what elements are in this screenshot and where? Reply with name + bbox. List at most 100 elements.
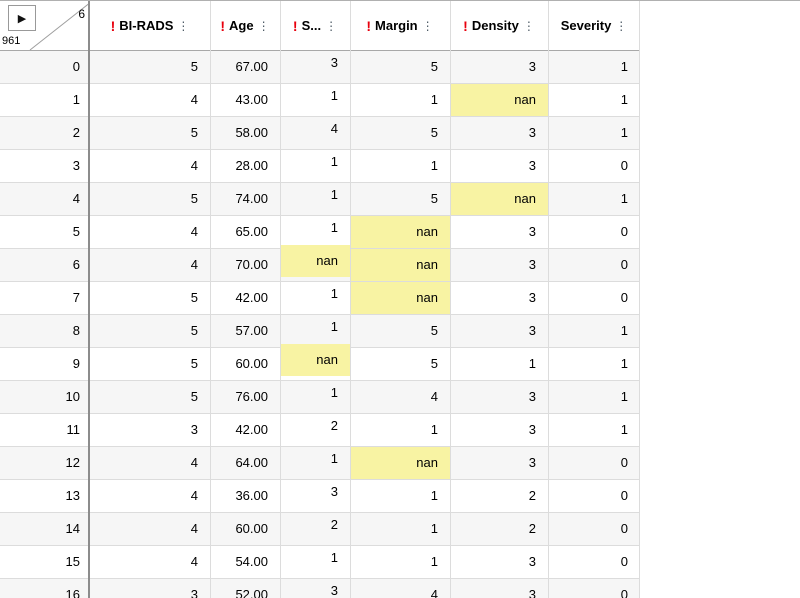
cell-severity[interactable]: 1 (620, 356, 628, 371)
cell-severity[interactable]: 1 (620, 323, 628, 338)
cell-margin[interactable]: 5 (430, 125, 438, 140)
cell-s[interactable]: 3 (330, 583, 338, 598)
column-header-density[interactable]: ! Density ⋮ (450, 1, 548, 50)
cell-bi-rads[interactable]: 4 (190, 554, 198, 569)
cell-age[interactable]: 64.00 (235, 455, 268, 470)
cell-severity[interactable]: 0 (620, 158, 628, 173)
row-index[interactable]: 11 (66, 422, 81, 437)
row-index[interactable]: 12 (65, 455, 80, 470)
column-header-margin[interactable]: ! Margin ⋮ (350, 1, 450, 50)
cell-severity[interactable]: 0 (620, 224, 628, 239)
cell-severity[interactable]: 1 (620, 92, 628, 107)
cell-margin[interactable]: nan (350, 282, 450, 314)
cell-bi-rads[interactable]: 5 (190, 389, 198, 404)
cell-bi-rads[interactable]: 5 (190, 290, 198, 305)
row-index[interactable]: 5 (72, 224, 80, 239)
row-index[interactable]: 8 (72, 323, 80, 338)
row-index[interactable]: 4 (72, 191, 80, 206)
cell-age[interactable]: 42.00 (235, 422, 268, 437)
cell-margin[interactable]: nan (350, 447, 450, 479)
row-index[interactable]: 7 (72, 290, 80, 305)
cell-age[interactable]: 65.00 (235, 224, 268, 239)
cell-bi-rads[interactable]: 5 (190, 59, 198, 74)
column-menu-icon[interactable]: ⋮ (177, 18, 190, 33)
cell-margin[interactable]: 5 (430, 59, 438, 74)
cell-age[interactable]: 76.00 (235, 389, 268, 404)
cell-margin[interactable]: 5 (430, 191, 438, 206)
cell-density[interactable]: 3 (528, 125, 536, 140)
cell-age[interactable]: 67.00 (235, 59, 268, 74)
cell-s[interactable]: 1 (330, 154, 338, 169)
column-header-bi-rads[interactable]: ! BI-RADS ⋮ (90, 1, 210, 50)
open-menu-button[interactable]: ▶ (8, 5, 36, 31)
row-index[interactable]: 0 (72, 59, 80, 74)
row-index[interactable]: 3 (72, 158, 80, 173)
cell-severity[interactable]: 1 (620, 389, 628, 404)
cell-s[interactable]: 1 (330, 220, 338, 235)
cell-age[interactable]: 58.00 (235, 125, 268, 140)
column-menu-icon[interactable]: ⋮ (325, 18, 338, 33)
cell-density[interactable]: 3 (528, 290, 536, 305)
cell-s[interactable]: 1 (330, 187, 338, 202)
cell-density[interactable]: 3 (528, 224, 536, 239)
cell-severity[interactable]: 0 (620, 455, 628, 470)
cell-severity[interactable]: 1 (620, 422, 628, 437)
row-index[interactable]: 16 (65, 587, 80, 598)
cell-s[interactable]: 3 (330, 484, 338, 499)
column-menu-icon[interactable]: ⋮ (615, 18, 628, 33)
cell-s[interactable]: 1 (330, 451, 338, 466)
cell-severity[interactable]: 0 (620, 587, 628, 598)
cell-bi-rads[interactable]: 4 (190, 488, 198, 503)
cell-bi-rads[interactable]: 4 (190, 455, 198, 470)
cell-density[interactable]: 3 (528, 59, 536, 74)
cell-bi-rads[interactable]: 5 (190, 356, 198, 371)
cell-margin[interactable]: 5 (430, 356, 438, 371)
cell-severity[interactable]: 1 (620, 125, 628, 140)
cell-bi-rads[interactable]: 5 (190, 125, 198, 140)
cell-severity[interactable]: 1 (620, 191, 628, 206)
row-index[interactable]: 1 (72, 92, 80, 107)
cell-margin[interactable]: 4 (430, 587, 438, 598)
column-header-s[interactable]: ! S... ⋮ (280, 1, 350, 50)
cell-bi-rads[interactable]: 3 (190, 422, 198, 437)
cell-s[interactable]: 2 (330, 418, 338, 433)
cell-age[interactable]: 57.00 (235, 323, 268, 338)
cell-density[interactable]: nan (450, 84, 548, 116)
cell-age[interactable]: 60.00 (235, 356, 268, 371)
cell-density[interactable]: 3 (528, 257, 536, 272)
cell-bi-rads[interactable]: 4 (190, 257, 198, 272)
cell-margin[interactable]: 1 (430, 488, 438, 503)
column-menu-icon[interactable]: ⋮ (522, 18, 535, 33)
cell-severity[interactable]: 0 (620, 257, 628, 272)
cell-age[interactable]: 54.00 (235, 554, 268, 569)
cell-s[interactable]: 1 (330, 88, 338, 103)
cell-s[interactable]: 3 (330, 55, 338, 70)
cell-density[interactable]: 3 (528, 323, 536, 338)
cell-age[interactable]: 42.00 (235, 290, 268, 305)
cell-s[interactable]: 4 (330, 121, 338, 136)
cell-margin[interactable]: 1 (430, 158, 438, 173)
cell-age[interactable]: 52.00 (235, 587, 268, 598)
cell-density[interactable]: 3 (528, 587, 536, 598)
cell-density[interactable]: 3 (528, 158, 536, 173)
column-header-severity[interactable]: Severity ⋮ (548, 1, 640, 50)
cell-age[interactable]: 60.00 (235, 521, 268, 536)
cell-bi-rads[interactable]: 5 (190, 191, 198, 206)
cell-age[interactable]: 43.00 (235, 92, 268, 107)
row-index[interactable]: 9 (72, 356, 80, 371)
cell-density[interactable]: 2 (528, 488, 536, 503)
row-index[interactable]: 6 (72, 257, 80, 272)
cell-s[interactable]: nan (280, 344, 350, 376)
cell-bi-rads[interactable]: 4 (190, 224, 198, 239)
cell-severity[interactable]: 0 (620, 554, 628, 569)
row-index[interactable]: 14 (65, 521, 80, 536)
cell-severity[interactable]: 0 (620, 521, 628, 536)
cell-age[interactable]: 70.00 (235, 257, 268, 272)
cell-severity[interactable]: 0 (620, 488, 628, 503)
cell-age[interactable]: 74.00 (235, 191, 268, 206)
cell-bi-rads[interactable]: 4 (190, 158, 198, 173)
cell-density[interactable]: 3 (528, 389, 536, 404)
cell-margin[interactable]: 1 (430, 92, 438, 107)
cell-margin[interactable]: nan (350, 249, 450, 281)
cell-density[interactable]: 3 (528, 455, 536, 470)
